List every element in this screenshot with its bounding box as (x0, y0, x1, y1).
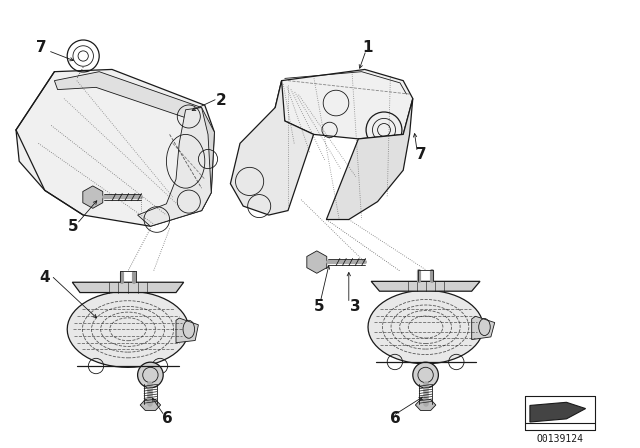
Text: 5: 5 (314, 299, 324, 314)
Polygon shape (67, 291, 189, 367)
Polygon shape (415, 400, 436, 410)
Text: 1: 1 (363, 39, 373, 55)
Polygon shape (326, 99, 413, 220)
Polygon shape (368, 290, 483, 364)
Polygon shape (16, 69, 214, 226)
Text: 5: 5 (68, 219, 79, 234)
Polygon shape (371, 281, 480, 291)
Text: 6: 6 (390, 411, 401, 426)
Polygon shape (230, 81, 314, 215)
Polygon shape (72, 282, 184, 293)
Text: 7: 7 (416, 147, 426, 162)
Text: 7: 7 (36, 39, 47, 55)
Polygon shape (192, 108, 214, 211)
Circle shape (138, 362, 163, 388)
Text: 6: 6 (163, 411, 173, 426)
Text: O0139124: O0139124 (536, 434, 584, 444)
Polygon shape (530, 402, 586, 422)
Polygon shape (83, 186, 103, 208)
Polygon shape (140, 400, 161, 410)
Text: 3: 3 (350, 299, 360, 314)
Polygon shape (138, 108, 211, 226)
Polygon shape (472, 316, 495, 340)
Polygon shape (307, 251, 327, 273)
Polygon shape (176, 318, 198, 343)
Polygon shape (275, 69, 413, 139)
Text: 4: 4 (40, 270, 50, 285)
Polygon shape (54, 72, 202, 121)
Text: 2: 2 (216, 93, 226, 108)
Circle shape (413, 362, 438, 388)
